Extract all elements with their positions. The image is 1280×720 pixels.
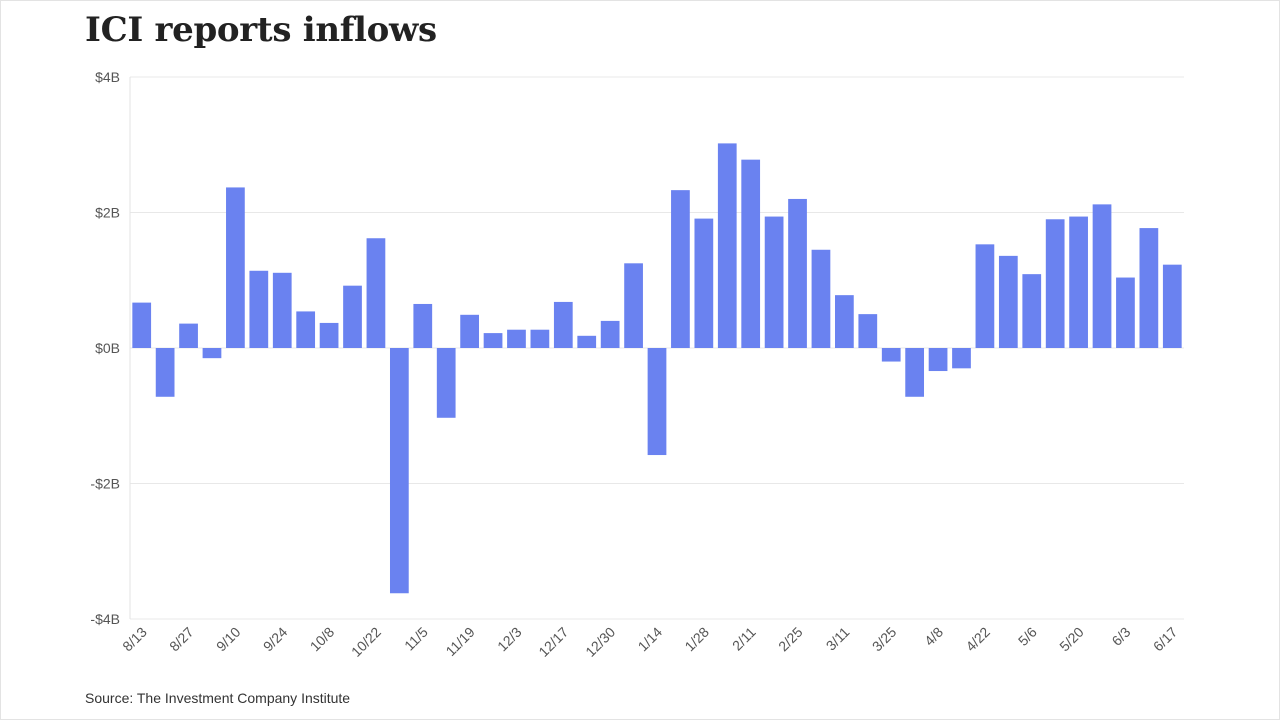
x-tick-label: 3/25 <box>869 624 900 655</box>
x-tick-label: 12/3 <box>494 624 525 655</box>
bar-4-22 <box>975 244 995 348</box>
y-tick-label: $4B <box>95 69 120 85</box>
bar-4-8 <box>928 348 948 372</box>
bar-8-27 <box>179 323 198 348</box>
x-tick-label: 4/22 <box>962 624 993 655</box>
bar-12-10 <box>530 329 550 348</box>
bar-12-17 <box>553 301 573 348</box>
bar-1-21 <box>671 190 690 348</box>
bar-3-25 <box>881 348 901 362</box>
bar-3-11 <box>835 295 854 348</box>
bar-6-17 <box>1162 264 1182 348</box>
source-note: Source: The Investment Company Institute <box>85 690 351 706</box>
bar-9-3 <box>202 348 222 359</box>
x-tick-label: 2/25 <box>775 624 806 655</box>
bar-2-4 <box>717 143 737 348</box>
x-tick-label: 3/11 <box>823 624 853 654</box>
x-tick-label: 5/6 <box>1015 624 1040 649</box>
x-tick-label: 11/5 <box>401 624 431 654</box>
bar-3-4 <box>811 249 831 348</box>
bar-12-30 <box>600 320 620 348</box>
bars <box>132 143 1182 594</box>
bar-5-6 <box>1022 274 1042 348</box>
bar-5-20 <box>1069 216 1088 348</box>
bar-11-26 <box>483 333 503 348</box>
y-tick-label: -$4B <box>90 611 120 627</box>
bar-1-14 <box>647 348 667 456</box>
x-tick-label: 9/24 <box>260 624 291 655</box>
x-tick-label: 9/10 <box>213 624 244 655</box>
bar-10-29 <box>389 348 409 594</box>
x-axis-ticks: 8/13 8/27 9/10 9/24 10/8 10/22 11/5 11/19 12/3 12… <box>119 624 1180 660</box>
x-tick-label: 6/3 <box>1108 624 1133 649</box>
bar-9-10 <box>226 187 245 348</box>
x-tick-label: 10/22 <box>348 624 384 660</box>
bar-8-13 <box>132 302 152 348</box>
x-tick-label: 6/17 <box>1150 624 1181 655</box>
x-tick-label: 8/27 <box>166 624 197 655</box>
bar-12-24 <box>577 335 597 348</box>
bar-1-7 <box>624 263 643 348</box>
bar-11-5 <box>413 303 433 348</box>
bar-10-1 <box>296 311 316 348</box>
bar-9-24 <box>272 272 292 348</box>
x-tick-label: 1/14 <box>635 624 666 655</box>
bar-12-3 <box>507 329 526 348</box>
bar-6-10 <box>1139 228 1159 348</box>
bar-3-18 <box>858 314 878 348</box>
bar-2-11 <box>741 159 761 348</box>
bar-5-27 <box>1092 204 1112 348</box>
y-tick-label: $0B <box>95 340 120 356</box>
bar-10-22 <box>366 238 386 348</box>
bar-2-25 <box>788 198 807 348</box>
bar-4-15 <box>952 348 971 369</box>
bar-4-1 <box>905 348 925 397</box>
x-tick-label: 10/8 <box>307 624 338 655</box>
bar-11-12 <box>436 348 456 418</box>
x-tick-label: 2/11 <box>729 624 759 654</box>
x-tick-label: 8/13 <box>119 624 150 655</box>
bar-4-29 <box>998 255 1018 348</box>
bar-1-28 <box>694 218 714 348</box>
bar-6-3 <box>1116 277 1135 348</box>
x-tick-label: 5/20 <box>1056 624 1087 655</box>
x-tick-label: 4/8 <box>921 624 946 649</box>
bar-10-8 <box>319 322 339 348</box>
x-tick-label: 12/17 <box>535 624 571 660</box>
y-tick-label: -$2B <box>90 476 120 492</box>
y-tick-label: $2B <box>95 205 120 221</box>
bar-10-15 <box>343 285 362 348</box>
x-tick-label: 1/28 <box>681 624 712 655</box>
bar-2-18 <box>764 216 784 348</box>
chart-title: ICI reports inflows <box>85 10 437 50</box>
bar-9-17 <box>249 270 269 348</box>
bar-8-20 <box>155 348 175 397</box>
x-tick-label: 12/30 <box>582 624 618 660</box>
bar-5-13 <box>1045 219 1065 348</box>
bar-11-19 <box>460 314 479 348</box>
y-axis-ticks: $4B $2B $0B -$2B -$4B <box>90 69 120 627</box>
x-tick-label: 11/19 <box>442 624 478 660</box>
